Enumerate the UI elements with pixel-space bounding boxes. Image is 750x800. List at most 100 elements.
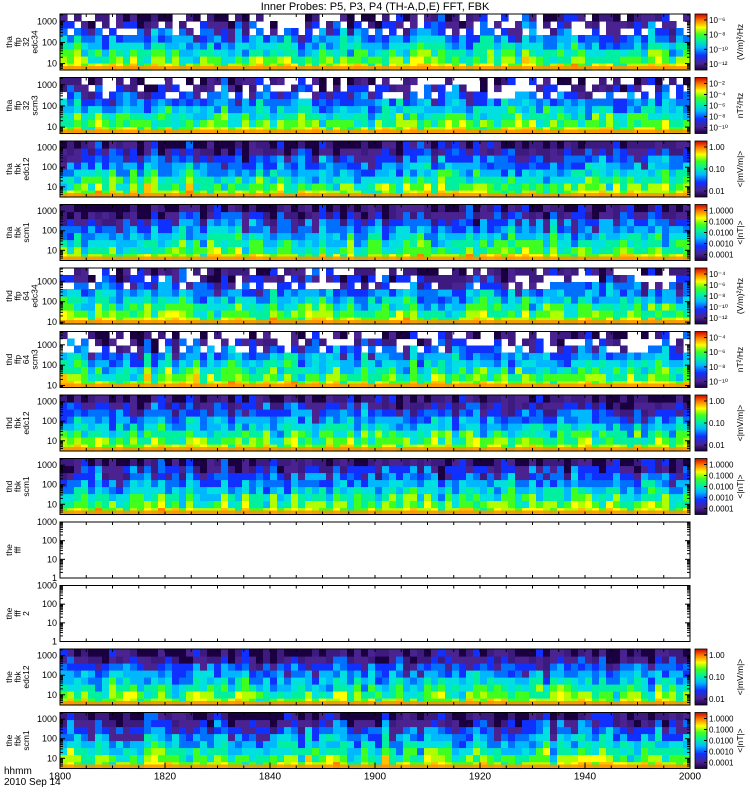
heat-cell [291,268,299,276]
heat-cell [326,437,334,445]
heat-cell [634,169,642,177]
heat-cell [564,331,572,340]
heat-cell [186,112,194,121]
heat-cell [375,409,383,417]
heat-cell [284,289,292,297]
heat-cell [522,204,530,213]
panel-ylabel-line: tha [4,99,14,111]
heat-cell [326,141,334,149]
heat-cell [277,169,285,177]
heat-cell [536,211,544,220]
heat-cell [200,162,208,170]
heat-cell [424,148,432,156]
heat-cell [109,141,117,149]
heat-cell [438,296,446,304]
heat-cell [172,246,180,255]
heat-cell [480,373,488,382]
heat-cell [95,112,103,121]
heat-cell [557,112,565,121]
heat-cell [585,289,593,297]
heat-cell [606,338,614,347]
heat-cell [291,331,299,340]
heat-cell [60,98,68,107]
heat-cell [564,14,572,22]
heat-cell [480,437,488,445]
heat-cell [543,162,551,170]
heat-cell [410,176,418,184]
heat-cell [88,352,96,361]
heat-cell [137,366,145,375]
heat-cell [613,28,621,36]
heat-cell [368,395,376,403]
heat-cell [158,402,166,410]
heat-cell [571,373,579,382]
heat-cell [543,84,551,93]
heat-cell [81,42,89,50]
heat-cell [256,409,264,417]
heat-cell [95,331,103,340]
heat-cell [557,204,565,213]
heat-cell [431,28,439,36]
heat-cell [480,239,488,248]
heat-cell [165,246,173,255]
heat-cell [228,423,236,431]
heat-cell [410,409,418,417]
heat-cell [669,345,677,354]
heat-cell [144,289,152,297]
heat-cell [641,211,649,220]
heat-cell [459,232,467,241]
heat-cell [543,423,551,431]
heat-cell [480,409,488,417]
heat-cell [179,112,187,121]
heat-cell [312,35,320,43]
heat-cell [347,232,355,241]
heat-cell [445,98,453,107]
heat-cell [627,14,635,22]
heat-cell [368,169,376,177]
heat-cell [270,359,278,368]
heat-cell [396,352,404,361]
heat-cell [200,331,208,340]
heat-cell [613,155,621,163]
heat-cell [207,119,215,128]
heat-cell [396,141,404,149]
heat-cell [655,246,663,255]
heat-cell [417,211,425,220]
heat-cell [256,218,264,227]
heat-cell [95,409,103,417]
heat-cell [305,239,313,248]
heat-cell [417,56,425,64]
heat-cell [578,14,586,22]
heat-cell [634,28,642,36]
heat-cell [543,204,551,213]
heat-cell [137,148,145,156]
heat-cell [214,296,222,304]
heat-cell [214,218,222,227]
heat-cell [634,310,642,318]
heat-cell [368,359,376,368]
heat-cell [389,28,397,36]
heat-cell [515,148,523,156]
heat-cell [634,56,642,64]
heat-cell [543,14,551,22]
heat-cell [81,409,89,417]
heat-cell [389,176,397,184]
heat-cell [312,183,320,191]
heat-cell [235,84,243,93]
heat-cell [228,437,236,445]
heat-cell [151,98,159,107]
heat-cell [109,416,117,424]
heat-cell [389,49,397,57]
heat-cell [207,275,215,283]
heat-cell [165,366,173,375]
heat-cell [410,359,418,368]
heat-cell [557,416,565,424]
heat-cell [438,141,446,149]
heat-cell [151,225,159,234]
heat-cell [102,268,110,276]
heat-cell [291,169,299,177]
heat-cell [263,373,271,382]
heat-cell [74,352,82,361]
heat-cell [263,345,271,354]
heat-cell [487,395,495,403]
